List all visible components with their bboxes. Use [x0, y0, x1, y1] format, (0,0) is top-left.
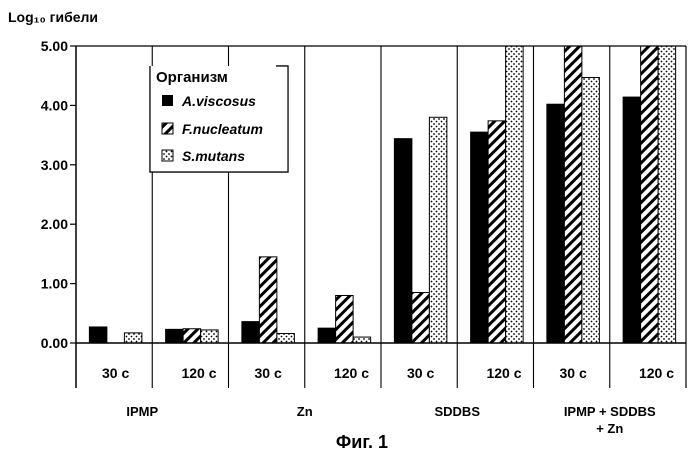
bar-f-nucleatum-2 [258, 256, 278, 344]
bar-s-mutans-1 [200, 329, 219, 344]
bar-f-nucleatum-3 [335, 294, 354, 344]
x-category-label: 120 с [334, 365, 369, 381]
x-category-label: 120 с [181, 365, 216, 381]
y-tick-label: 5.00 [41, 38, 68, 54]
legend-label-s-mutans: S.mutans [182, 148, 245, 164]
bar-a-viscosus-1 [165, 328, 184, 344]
bar-a-viscosus-6 [546, 103, 565, 344]
bar-s-mutans-4 [428, 116, 448, 344]
x-category-label: 120 с [639, 365, 674, 381]
bar-s-mutans-6 [581, 76, 600, 344]
y-tick-label: 3.00 [41, 157, 68, 173]
bar-a-viscosus-3 [317, 327, 337, 344]
group-label: IPMP [126, 404, 158, 419]
legend-swatch-a-viscosus [162, 95, 173, 106]
legend-swatch-s-mutans [161, 149, 174, 162]
y-axis-label: Log₁₀ гибели [8, 9, 98, 25]
bar-a-viscosus-7 [622, 96, 642, 344]
bar-a-viscosus-5 [470, 131, 489, 344]
figure-caption: Фиг. 1 [336, 432, 388, 452]
bar-s-mutans-7 [657, 45, 677, 344]
bar-s-mutans-2 [276, 332, 295, 344]
bars [88, 45, 677, 344]
y-axis-ticks: 0.00 1.00 2.00 3.00 4.00 5.00 [41, 38, 76, 351]
legend-label-a-viscosus: A.viscosus [181, 93, 256, 109]
bar-f-nucleatum-5 [487, 120, 507, 344]
x-axis-labels: 30 с 120 с 30 с 120 с 30 с 120 с 30 с 120 с IPMP… [102, 365, 674, 436]
bar-f-nucleatum-1 [182, 328, 202, 344]
bar-a-viscosus-2 [241, 321, 260, 344]
x-category-label: 30 с [255, 365, 282, 381]
bar-s-mutans-0 [123, 332, 143, 344]
x-category-label: 120 с [486, 365, 521, 381]
bar-a-viscosus-0 [88, 326, 108, 344]
legend-title: Организм [156, 69, 228, 86]
x-category-label: 30 с [560, 365, 587, 381]
bar-f-nucleatum-4 [411, 292, 430, 344]
legend: Организм A.viscosus F.nucleatum S.mutans [149, 65, 289, 173]
legend-swatch-f-nucleatum [161, 122, 174, 135]
group-label: IPMP + SDDBS [564, 404, 656, 419]
group-label: + Zn [596, 421, 623, 436]
x-category-label: 30 с [407, 365, 434, 381]
group-label: SDDBS [434, 404, 480, 419]
bar-a-viscosus-4 [393, 138, 413, 344]
y-tick-label: 1.00 [41, 276, 68, 292]
bar-f-nucleatum-6 [563, 45, 583, 344]
bar-f-nucleatum-7 [640, 45, 659, 344]
x-category-label: 30 с [102, 365, 129, 381]
bar-s-mutans-3 [352, 336, 372, 344]
bar-s-mutans-5 [505, 45, 524, 344]
y-tick-label: 2.00 [41, 216, 68, 232]
legend-label-f-nucleatum: F.nucleatum [182, 121, 263, 137]
y-tick-label: 4.00 [41, 97, 68, 113]
y-tick-label: 0.00 [41, 335, 68, 351]
axis-frame [75, 45, 687, 388]
group-label: Zn [297, 404, 313, 419]
